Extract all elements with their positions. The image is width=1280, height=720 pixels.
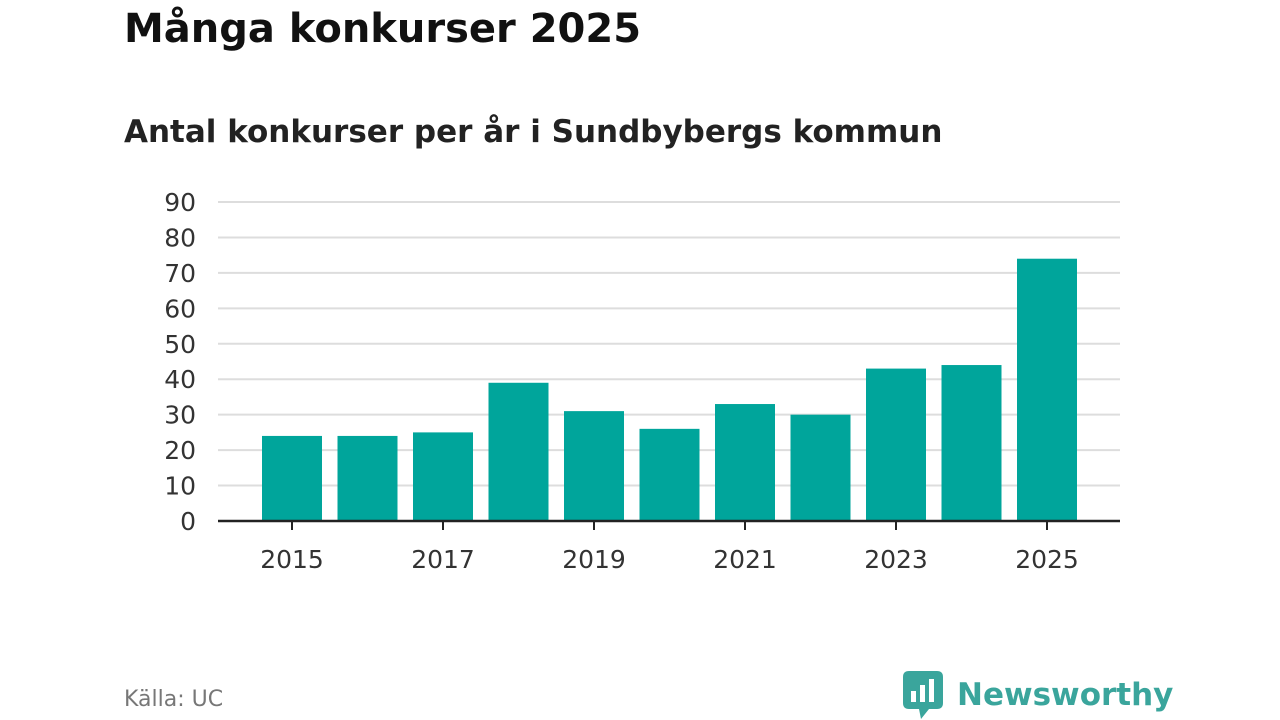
x-tick-label: 2025: [1015, 545, 1079, 574]
bar-2022: [790, 414, 851, 521]
source-note: Källa: UC: [124, 687, 224, 712]
newsworthy-logo-icon: [903, 671, 943, 719]
y-tick-label: 90: [164, 188, 196, 217]
bar-2019: [564, 411, 624, 521]
x-tick-label: 2023: [864, 545, 928, 574]
y-tick-label: 20: [164, 436, 196, 465]
y-tick-label: 70: [164, 259, 196, 288]
bar-2018: [488, 382, 549, 521]
chart-subtitle: Antal konkurser per år i Sundbybergs kom…: [124, 114, 943, 150]
chart-title: Många konkurser 2025: [124, 6, 642, 52]
brand-name: Newsworthy: [957, 677, 1174, 713]
y-tick-label: 0: [180, 507, 196, 536]
bar-2025: [1017, 258, 1077, 521]
bar-2020: [639, 428, 700, 521]
x-tick-label: 2017: [411, 545, 475, 574]
bar-2017: [413, 432, 473, 521]
x-tick-label: 2015: [260, 545, 324, 574]
bar-2024: [941, 365, 1002, 521]
y-tick-label: 60: [164, 294, 196, 323]
y-tick-label: 50: [164, 330, 196, 359]
x-tick-label: 2019: [562, 545, 626, 574]
bar-2015: [262, 435, 322, 521]
bar-2023: [866, 368, 926, 521]
y-tick-label: 10: [164, 472, 196, 501]
brand-logo: Newsworthy: [903, 671, 1173, 719]
x-tick-label: 2021: [713, 545, 777, 574]
bar-2021: [715, 404, 775, 521]
bar-2016: [337, 435, 398, 521]
y-tick-label: 40: [164, 365, 196, 394]
bars: [262, 258, 1077, 521]
y-tick-label: 30: [164, 401, 196, 430]
axes: 0 10 20 30 40 50 60 70 80 90 2015 2017 2019 2021 2023 2…: [164, 188, 1120, 574]
y-tick-label: 80: [164, 223, 196, 252]
